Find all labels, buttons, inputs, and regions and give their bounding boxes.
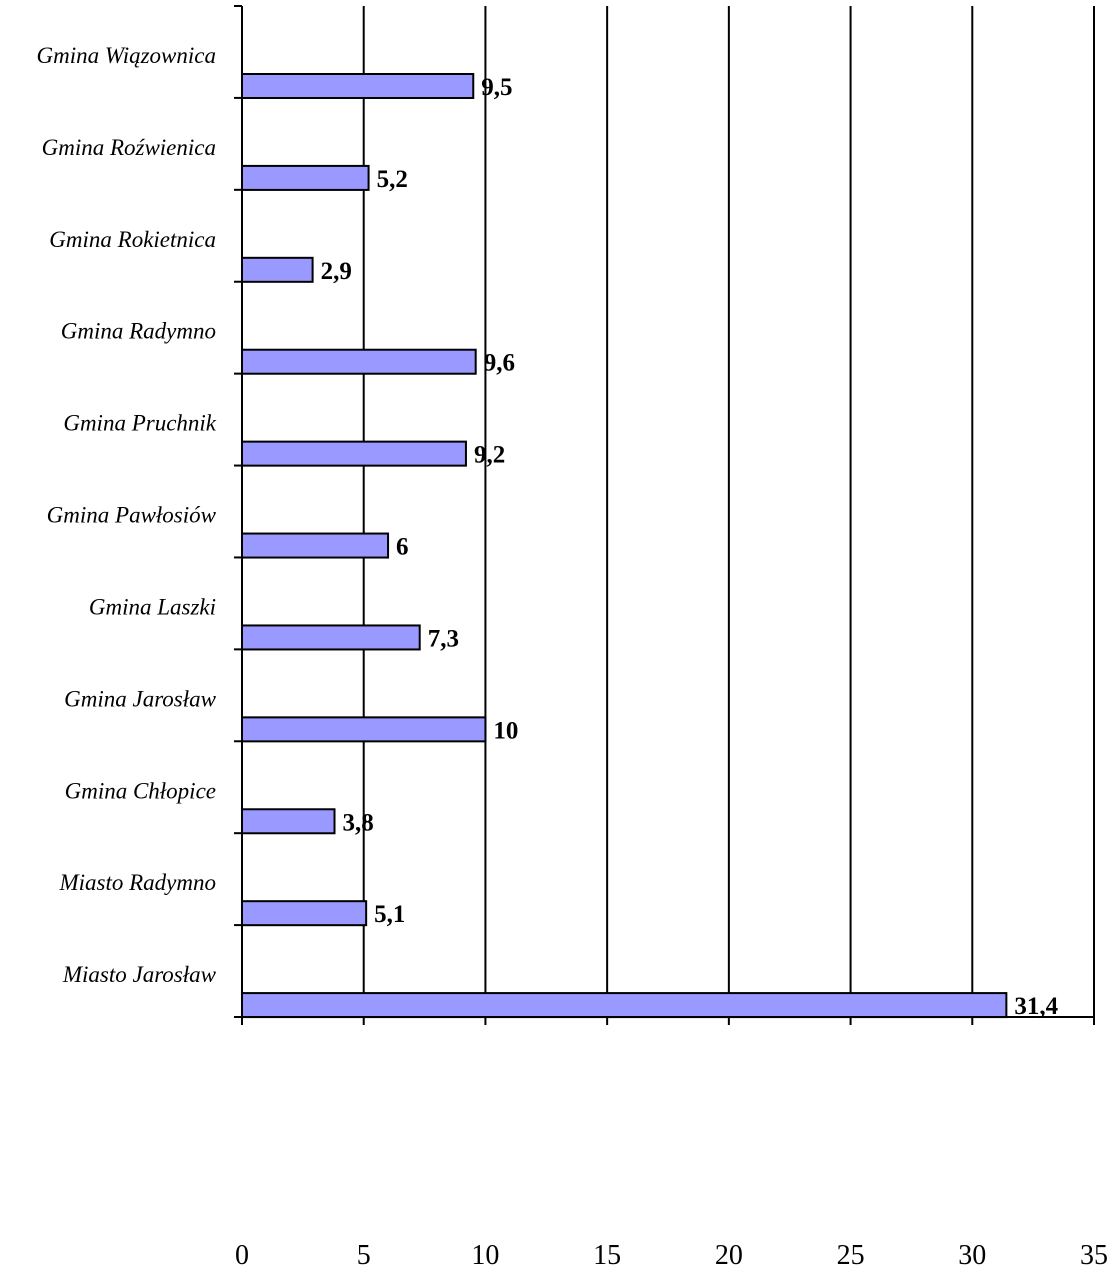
x-tick-label-20: 20 bbox=[715, 1240, 743, 1271]
category-label-8: Gmina Chłopice bbox=[65, 778, 216, 803]
category-label-6: Gmina Laszki bbox=[89, 594, 216, 619]
x-tick-label-0: 0 bbox=[235, 1240, 249, 1271]
bar-7 bbox=[241, 716, 487, 743]
bar-8 bbox=[241, 808, 336, 835]
value-label-9: 5,1 bbox=[374, 901, 405, 928]
category-label-7: Gmina Jarosław bbox=[64, 686, 217, 711]
bar-3 bbox=[241, 348, 477, 375]
value-label-1: 5,2 bbox=[377, 166, 408, 193]
category-label-3: Gmina Radymno bbox=[61, 319, 216, 344]
x-tick-label-15: 15 bbox=[593, 1240, 621, 1271]
bar-4 bbox=[241, 440, 467, 467]
value-label-7: 10 bbox=[493, 717, 518, 744]
x-tick-label-5: 5 bbox=[357, 1240, 371, 1271]
category-label-5: Gmina Pawłosiów bbox=[47, 503, 217, 528]
x-tick-label-35: 35 bbox=[1080, 1240, 1108, 1271]
category-label-0: Gmina Wiązownica bbox=[36, 43, 216, 68]
category-label-2: Gmina Rokietnica bbox=[49, 227, 216, 252]
axes bbox=[234, 5, 1095, 1025]
bar-2 bbox=[241, 256, 314, 283]
bar-0 bbox=[241, 73, 475, 99]
bar-1 bbox=[241, 164, 370, 191]
bar-9 bbox=[241, 900, 368, 927]
x-tick-label-25: 25 bbox=[837, 1240, 865, 1271]
bar-10 bbox=[241, 992, 1008, 1019]
bars bbox=[241, 73, 1008, 1019]
value-label-6: 7,3 bbox=[428, 625, 459, 652]
category-label-4: Gmina Pruchnik bbox=[63, 411, 216, 436]
value-label-0: 9,5 bbox=[481, 74, 512, 101]
x-tick-label-30: 30 bbox=[958, 1240, 986, 1271]
value-label-3: 9,6 bbox=[484, 350, 515, 377]
value-label-4: 9,2 bbox=[474, 442, 505, 469]
bar-5 bbox=[241, 532, 390, 559]
category-label-9: Miasto Radymno bbox=[58, 870, 216, 895]
value-label-5: 6 bbox=[396, 534, 409, 561]
gridlines bbox=[362, 6, 1095, 1017]
value-label-8: 3,8 bbox=[343, 809, 374, 836]
labels: 9,5 Gmina Wiązownica 5,2 Gmina Roźwienica 2,… bbox=[36, 43, 1108, 1271]
category-label-1: Gmina Roźwienica bbox=[42, 135, 216, 160]
value-label-2: 2,9 bbox=[321, 258, 352, 285]
category-label-10: Miasto Jarosław bbox=[62, 962, 217, 987]
value-label-10: 31,4 bbox=[1014, 993, 1058, 1020]
x-tick-label-10: 10 bbox=[471, 1240, 499, 1271]
bar-6 bbox=[241, 624, 421, 651]
